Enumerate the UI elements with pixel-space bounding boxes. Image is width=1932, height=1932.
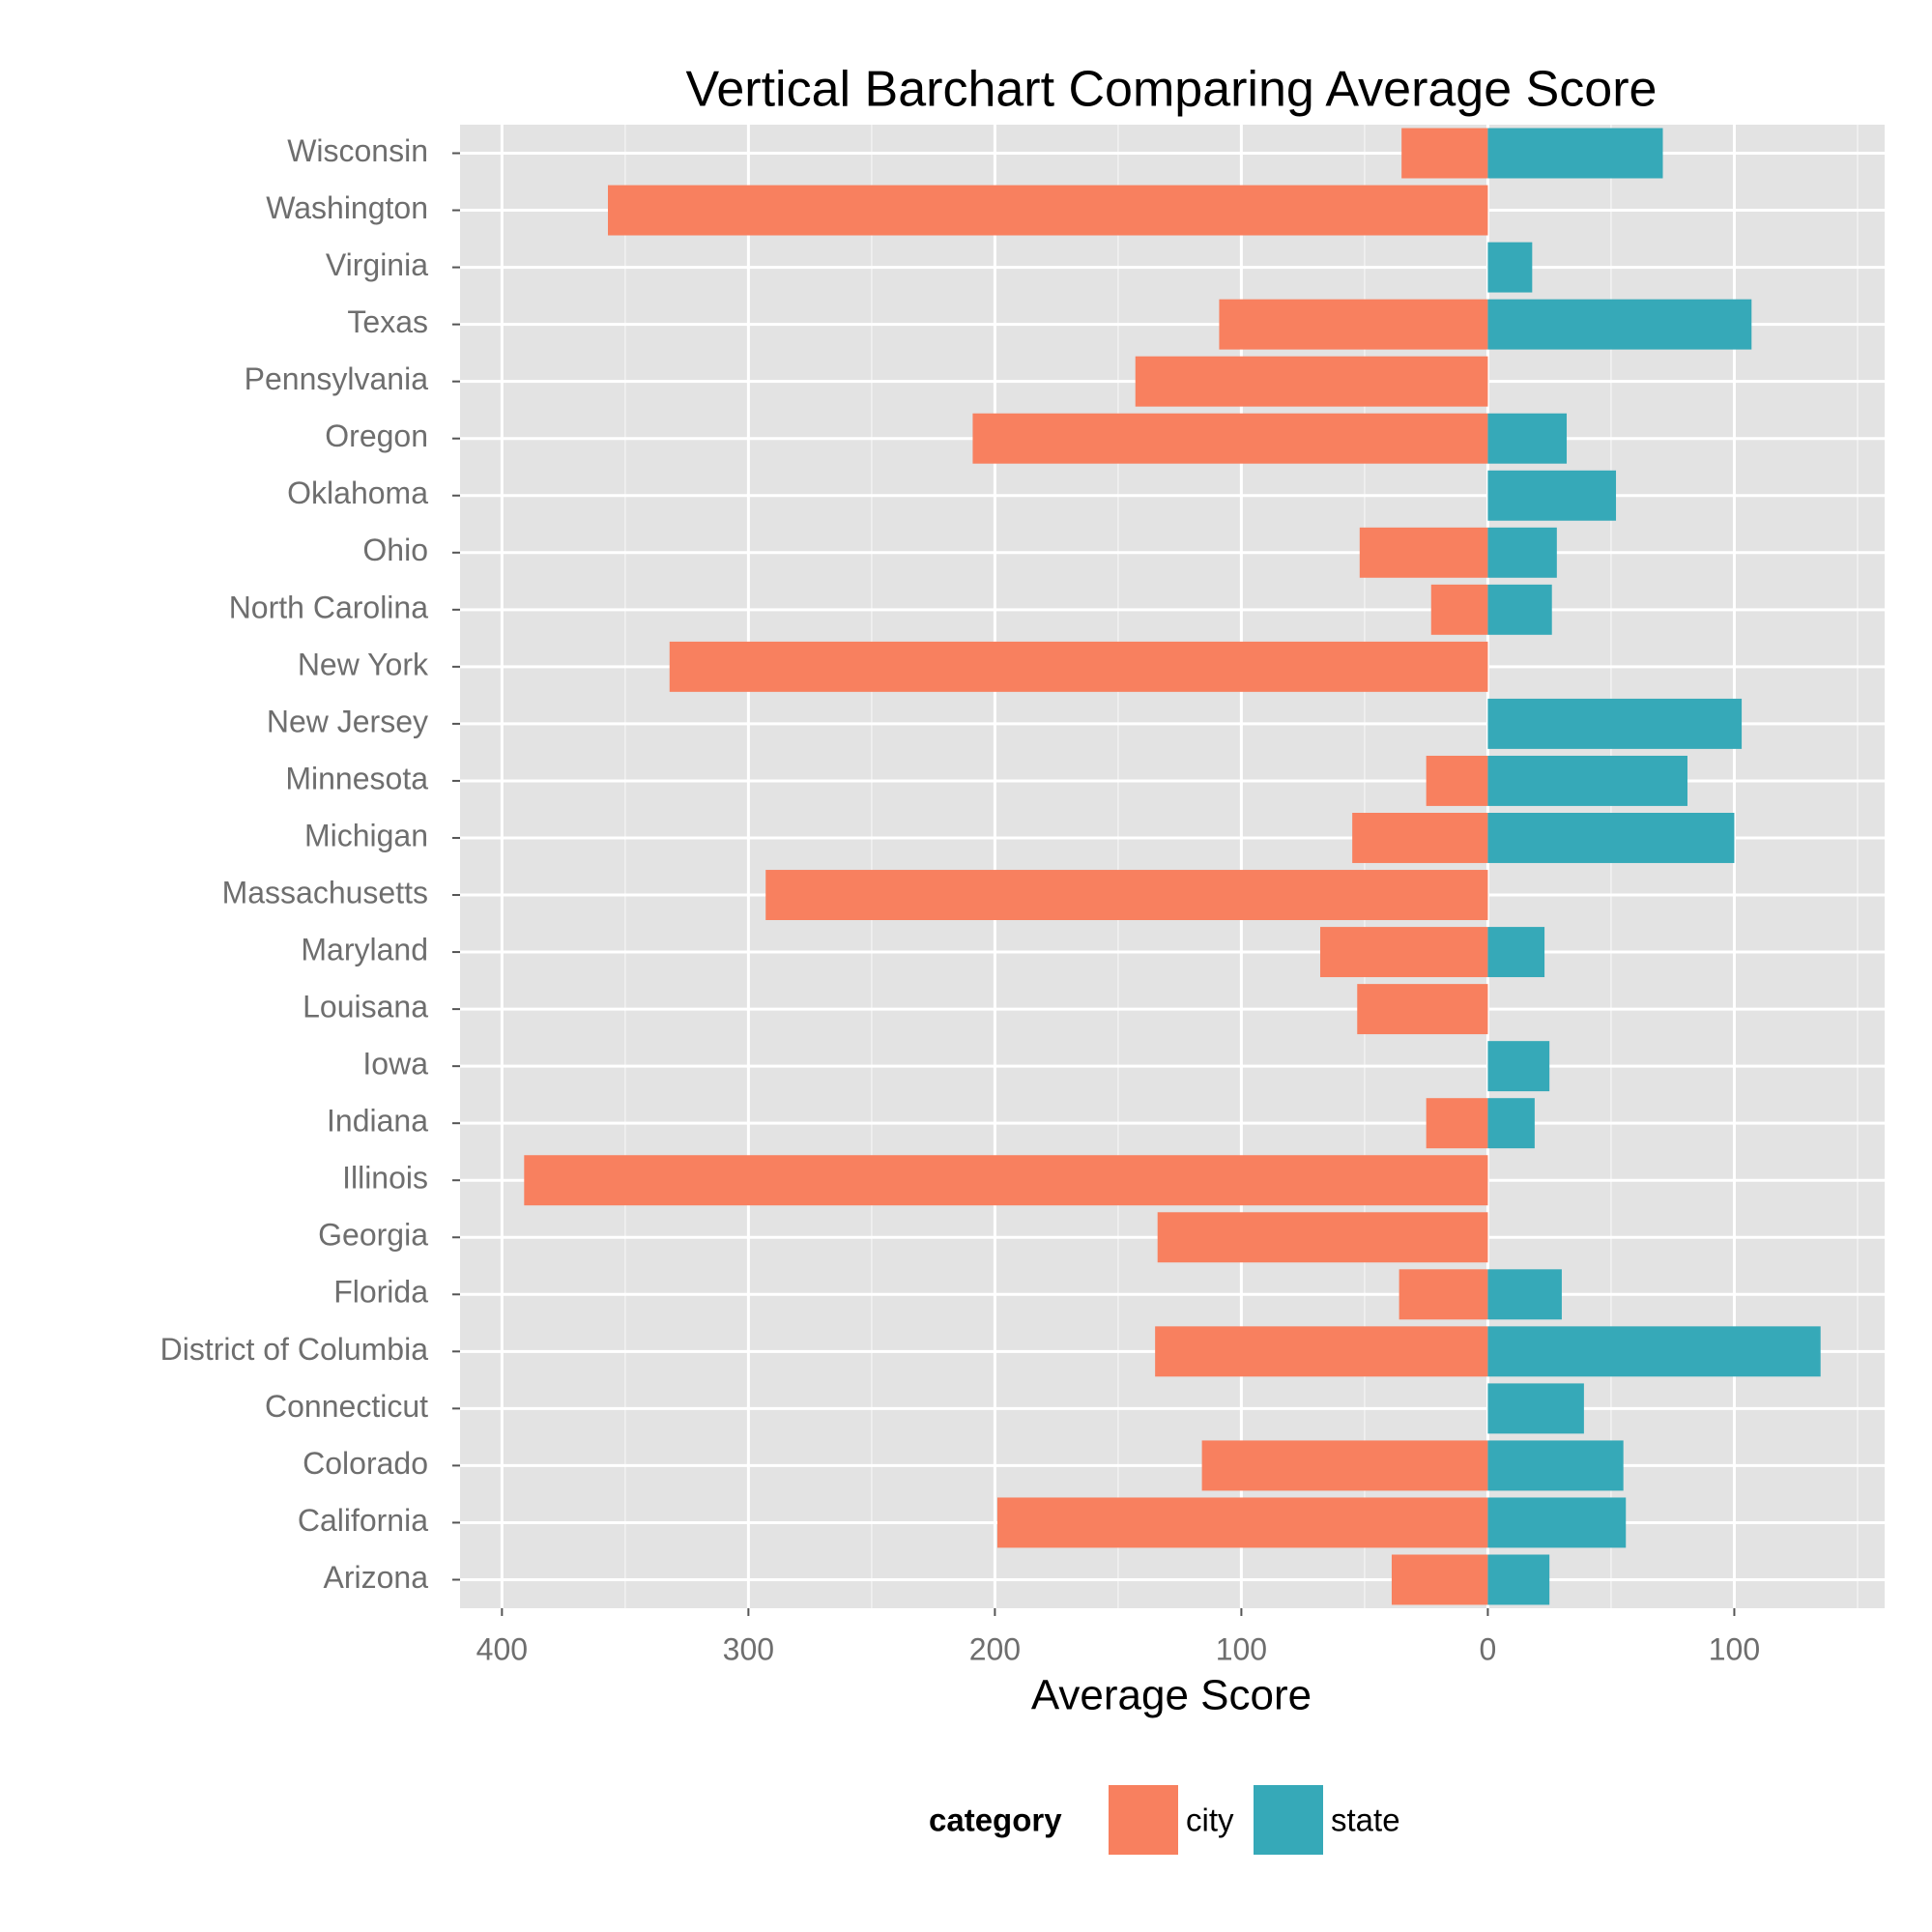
y-tick-label: Michigan: [304, 818, 428, 852]
bar: [1487, 128, 1663, 179]
x-tick-label: 100: [1216, 1631, 1267, 1666]
bar: [1352, 813, 1488, 863]
y-tick-label: Arizona: [324, 1560, 429, 1595]
bar: [1487, 1041, 1550, 1092]
y-tick-label: Texas: [347, 304, 428, 339]
y-tick-label: Georgia: [318, 1218, 428, 1253]
bar: [1320, 927, 1488, 978]
bar: [1426, 1098, 1488, 1149]
bar: [765, 870, 1488, 920]
y-tick-label: New York: [298, 647, 429, 681]
bar: [1487, 755, 1687, 806]
x-tick-label: 400: [476, 1631, 528, 1666]
y-tick-label: Pennsylvania: [245, 361, 429, 396]
bar: [1487, 1326, 1821, 1377]
x-tick-label: 100: [1709, 1631, 1760, 1666]
bar: [1487, 584, 1552, 635]
bar: [669, 641, 1488, 692]
legend-swatch: [1254, 1785, 1323, 1855]
y-tick-label: Maryland: [301, 933, 428, 967]
y-tick-label: Minnesota: [285, 761, 428, 795]
bar: [1487, 527, 1557, 578]
bar: [1487, 299, 1752, 350]
bar: [1359, 527, 1488, 578]
x-tick-label: 0: [1480, 1631, 1497, 1666]
y-tick-label: Illinois: [342, 1161, 428, 1196]
y-tick-label: Ohio: [362, 533, 428, 567]
y-tick-label: Indiana: [327, 1104, 428, 1139]
bar: [1487, 1497, 1627, 1548]
bar: [1487, 1383, 1584, 1434]
bar: [1430, 584, 1488, 635]
bar: [1487, 813, 1735, 863]
bar: [1487, 413, 1568, 464]
y-tick-label: New Jersey: [267, 704, 428, 738]
y-tick-label: North Carolina: [229, 590, 429, 624]
y-tick-label: Louisana: [303, 990, 428, 1024]
bar: [1157, 1212, 1488, 1263]
legend-label: city: [1186, 1802, 1234, 1838]
bar: [1399, 1269, 1488, 1320]
y-tick-label: Virginia: [326, 247, 428, 282]
bar: [1357, 984, 1488, 1035]
bar: [608, 185, 1488, 236]
y-tick-label: California: [298, 1503, 428, 1538]
bar: [1155, 1326, 1488, 1377]
bar: [1487, 1554, 1550, 1605]
bar: [996, 1497, 1488, 1548]
y-tick-label: Colorado: [303, 1446, 428, 1481]
bar: [1487, 1440, 1624, 1491]
bar: [1201, 1440, 1488, 1491]
y-tick-label: Oregon: [325, 418, 428, 453]
y-tick-label: Iowa: [362, 1047, 428, 1081]
legend-swatch: [1109, 1785, 1178, 1855]
y-tick-label: Massachusetts: [222, 875, 428, 909]
bar: [1487, 1269, 1562, 1320]
y-tick-label: Wisconsin: [287, 133, 428, 168]
x-tick-label: 200: [969, 1631, 1021, 1666]
bar: [1219, 299, 1488, 350]
bar: [1487, 698, 1743, 749]
bar: [1487, 1098, 1535, 1149]
y-tick-label: Washington: [266, 190, 428, 225]
y-tick-label: Oklahoma: [287, 476, 428, 510]
y-tick-label: Connecticut: [265, 1389, 428, 1424]
legend-title: category: [929, 1802, 1062, 1838]
bar: [1426, 755, 1488, 806]
bar: [972, 413, 1488, 464]
y-tick-label: Florida: [333, 1275, 428, 1310]
bar: [1401, 128, 1488, 179]
x-tick-label: 300: [723, 1631, 774, 1666]
bar: [1487, 470, 1617, 521]
bar: [1391, 1554, 1488, 1605]
bar: [1487, 242, 1533, 293]
x-axis-title: Average Score: [1031, 1672, 1312, 1719]
bar: [1135, 356, 1488, 407]
y-tick-label: District of Columbia: [160, 1332, 429, 1367]
bar: [524, 1155, 1488, 1206]
legend-label: state: [1331, 1802, 1400, 1838]
bar: [1487, 927, 1545, 978]
chart-title: Vertical Barchart Comparing Average Scor…: [686, 62, 1658, 118]
